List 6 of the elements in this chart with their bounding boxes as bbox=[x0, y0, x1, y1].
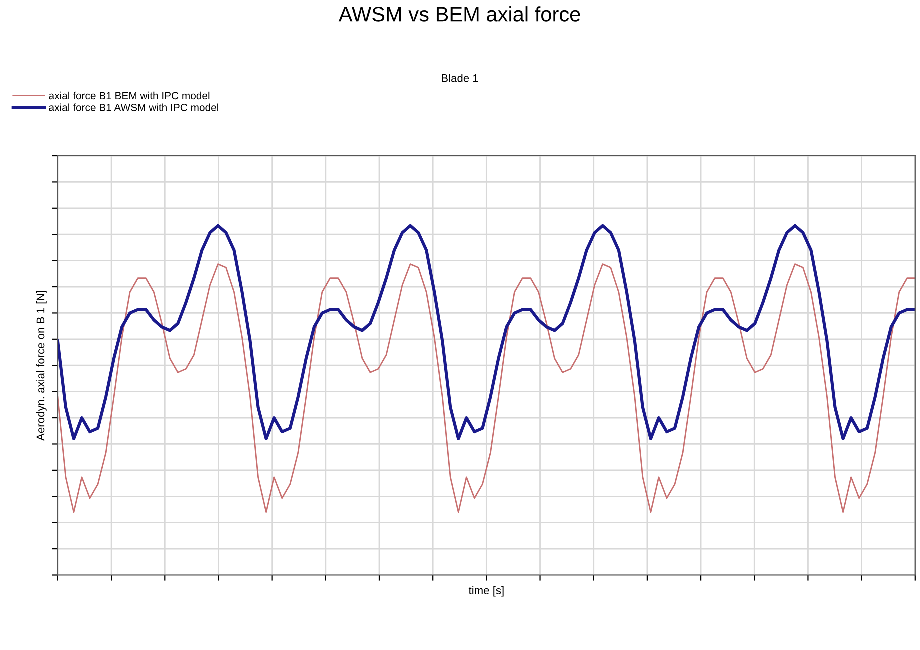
legend-label: axial force B1 AWSM with IPC model bbox=[49, 104, 218, 112]
legend-label: axial force B1 BEM with IPC model bbox=[49, 92, 210, 100]
x-axis-title: time [s] bbox=[468, 586, 504, 597]
chart-subtitle: Blade 1 bbox=[442, 74, 478, 82]
y-axis-title: Aerodyn. axial force on B 1 [N] bbox=[36, 291, 47, 441]
chart-title: AWSM vs BEM axial force bbox=[338, 6, 580, 22]
